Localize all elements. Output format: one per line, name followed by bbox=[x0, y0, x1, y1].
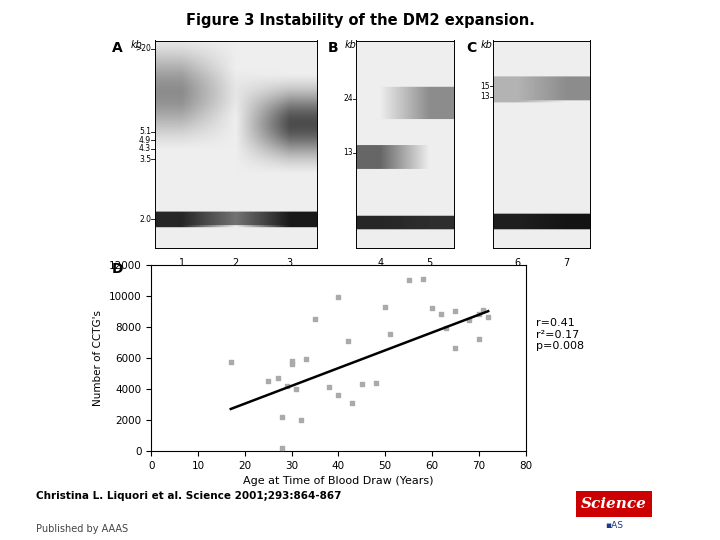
Point bbox=[370, 379, 382, 387]
Text: 5.1: 5.1 bbox=[139, 127, 151, 137]
Text: 15: 15 bbox=[480, 82, 490, 91]
Point bbox=[310, 315, 321, 323]
Point bbox=[356, 380, 368, 388]
Point bbox=[290, 384, 302, 393]
Point bbox=[473, 310, 485, 319]
Text: 13: 13 bbox=[343, 148, 353, 157]
Point bbox=[286, 360, 297, 368]
Point bbox=[300, 355, 311, 363]
Point bbox=[473, 335, 485, 343]
Point bbox=[286, 356, 297, 365]
Text: D: D bbox=[112, 262, 123, 276]
Text: ▪AS: ▪AS bbox=[605, 521, 623, 530]
Text: Science: Science bbox=[581, 497, 647, 510]
Point bbox=[426, 303, 438, 312]
Point bbox=[272, 374, 284, 382]
X-axis label: Age at Time of Blood Draw (Years): Age at Time of Blood Draw (Years) bbox=[243, 476, 433, 486]
Point bbox=[342, 336, 354, 345]
Point bbox=[436, 310, 447, 319]
Text: 13: 13 bbox=[480, 92, 490, 101]
Text: kb: kb bbox=[480, 40, 492, 51]
Text: 4: 4 bbox=[377, 258, 384, 268]
Text: kb: kb bbox=[131, 40, 143, 51]
Point bbox=[417, 274, 428, 283]
Point bbox=[478, 305, 490, 314]
Text: 24: 24 bbox=[343, 94, 353, 103]
Point bbox=[276, 413, 288, 421]
Text: 1: 1 bbox=[179, 258, 185, 268]
Text: 3.5: 3.5 bbox=[139, 154, 151, 164]
Text: B: B bbox=[328, 40, 338, 55]
Bar bbox=[576, 491, 652, 516]
Point bbox=[333, 293, 344, 301]
Text: A: A bbox=[112, 40, 122, 55]
Point bbox=[449, 307, 462, 315]
Text: Christina L. Liquori et al. Science 2001;293:864-867: Christina L. Liquori et al. Science 2001… bbox=[36, 491, 341, 502]
Text: 5: 5 bbox=[426, 258, 433, 268]
Point bbox=[441, 324, 452, 333]
Text: >20: >20 bbox=[135, 44, 151, 53]
Point bbox=[276, 443, 288, 452]
Y-axis label: Number of CCTG's: Number of CCTG's bbox=[93, 310, 103, 406]
Text: 2.0: 2.0 bbox=[139, 215, 151, 224]
Text: 4.9: 4.9 bbox=[139, 136, 151, 145]
Point bbox=[225, 358, 236, 367]
Point bbox=[464, 316, 475, 325]
Text: Figure 3 Instability of the DM2 expansion.: Figure 3 Instability of the DM2 expansio… bbox=[186, 14, 534, 29]
Point bbox=[482, 313, 494, 322]
Text: 7: 7 bbox=[563, 258, 570, 268]
Point bbox=[379, 302, 391, 311]
Text: C: C bbox=[466, 40, 476, 55]
Text: kb: kb bbox=[344, 40, 356, 51]
Point bbox=[333, 391, 344, 400]
Point bbox=[295, 416, 307, 424]
Text: 6: 6 bbox=[514, 258, 521, 268]
Text: Published by AAAS: Published by AAAS bbox=[36, 524, 128, 534]
Text: 2: 2 bbox=[233, 258, 239, 268]
Point bbox=[262, 377, 274, 386]
Point bbox=[384, 330, 396, 339]
Point bbox=[323, 383, 335, 391]
Point bbox=[403, 276, 415, 285]
Point bbox=[281, 381, 292, 390]
Text: 3: 3 bbox=[287, 258, 293, 268]
Text: r=0.41
r²=0.17
p=0.008: r=0.41 r²=0.17 p=0.008 bbox=[536, 318, 585, 352]
Point bbox=[449, 344, 462, 353]
Point bbox=[347, 399, 359, 407]
Text: 4.3: 4.3 bbox=[139, 144, 151, 153]
